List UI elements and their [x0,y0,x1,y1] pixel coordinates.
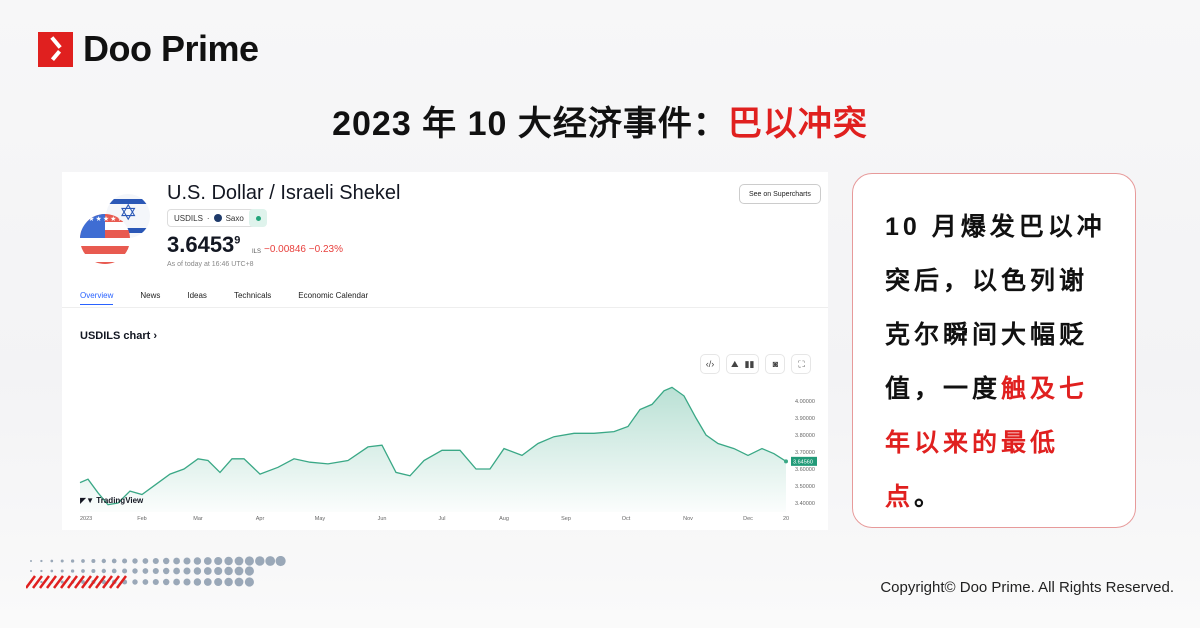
y-tick-label: 3.50000 [795,484,815,490]
tab-overview[interactable]: Overview [80,291,114,305]
fullscreen-button[interactable]: ⛶ [791,354,812,374]
y-tick-label: 3.90000 [795,416,815,422]
x-tick-label: 2023 [80,516,92,522]
x-tick-label: May [315,516,326,522]
x-tick-label: Oct [622,516,631,522]
x-tick-label: Dec [743,516,753,522]
x-tick-label: Nov [683,516,693,522]
globe-icon [213,214,222,222]
tab-technicals[interactable]: Technicals [233,291,272,300]
last-point [784,459,788,464]
market-status-badge [249,209,267,227]
snapshot-button[interactable]: ◙ [765,354,786,374]
status-dot-icon [255,215,261,221]
x-tick-label: Sep [561,516,571,522]
x-tick-label: Jun [378,516,387,522]
description-highlight: 触及七年以来的最低点 [885,375,1089,511]
logo-mark-icon [38,31,73,67]
fullscreen-icon: ⛶ [798,358,805,369]
x-tick-label: Jul [438,516,445,522]
tab-ideas[interactable]: Ideas [187,291,207,300]
y-tick-label: 3.70000 [795,450,815,456]
x-tick-label: 20 [783,516,789,522]
price: 3.64539 [167,232,241,257]
y-tick-label: 3.60000 [795,467,815,473]
area-chart-icon[interactable]: ⛰ [731,358,739,369]
y-tick-label: 3.40000 [795,501,815,507]
doo-prime-logo: Doo Prime [38,28,259,70]
red-hatch-stripe [26,575,127,589]
symbol: USDILS [174,213,203,223]
headline-highlight: 巴以冲突 [727,105,868,143]
camera-icon: ◙ [772,359,779,369]
x-tick-label: Mar [193,516,203,522]
y-tick-label: 4.00000 [795,399,815,405]
tab-economic-calendar[interactable]: Economic Calendar [298,291,369,300]
divider [62,307,828,308]
price-line [79,386,787,506]
tab-bar: Overview News Ideas Technicals Economic … [80,291,395,305]
headline: 2023 年 10 大经济事件：巴以冲突 [0,96,1200,145]
last-value-badge [791,456,817,466]
usdils-area-chart[interactable]: 4.00000 3.90000 3.80000 3.70000 3.60000 3.500… [62,372,828,530]
chart-toolbar: ‹/› ⛰ ▮▮ ◙ ⛶ [700,354,812,374]
source: Saxo [225,213,244,223]
headline-prefix: 2023 年 10 大经济事件： [332,105,728,143]
tradingview-widget: ✡ ★★★★★★★★★ U.S. Dollar / Israeli Shekel… [62,172,828,530]
symbol-source-dropdown[interactable]: USDILS·Saxo⌄ [167,209,262,227]
see-on-supercharts-button[interactable]: See on Supercharts [739,184,821,204]
currency: ILS [252,249,262,255]
price-change: −0.00846 −0.23% [264,244,343,255]
embed-button[interactable]: ‹/› [700,354,720,374]
us-flag-icon: ★★★★★★★★★ [80,214,130,264]
x-tick-label: Feb [137,516,146,522]
as-of-time: As of today at 16:46 UTC+8 [167,261,254,268]
decorative-dots [26,556,286,589]
candles-icon[interactable]: ▮▮ [744,358,755,369]
embed-icon: ‹/› [705,359,715,369]
description-text: 10 月爆发巴以冲突后，以色列谢克尔瞬间大幅贬值，一度 [885,213,1106,403]
x-tick-label: Aug [499,516,509,522]
chart-type-group: ⛰ ▮▮ [726,354,760,374]
copyright: Copyright© Doo Prime. All Rights Reserve… [880,579,1174,596]
y-tick-label: 3.80000 [795,433,815,439]
chart-link[interactable]: USDILS chart › [80,330,158,342]
description-end: 。 [914,483,944,511]
logo-text: Doo Prime [83,28,259,69]
tab-news[interactable]: News [140,291,161,300]
description-card: 10 月爆发巴以冲突后，以色列谢克尔瞬间大幅贬值，一度触及七年以来的最低点。 [852,173,1136,528]
pair-title: U.S. Dollar / Israeli Shekel [167,182,401,204]
x-tick-label: Apr [256,516,265,522]
area-fill [80,387,786,512]
currency-flags: ✡ ★★★★★★★★★ [80,194,152,264]
tradingview-watermark: ◤▼ TradingView [80,496,144,505]
price-super: 9 [234,234,241,247]
last-value-label: 3.64560 [793,459,813,465]
